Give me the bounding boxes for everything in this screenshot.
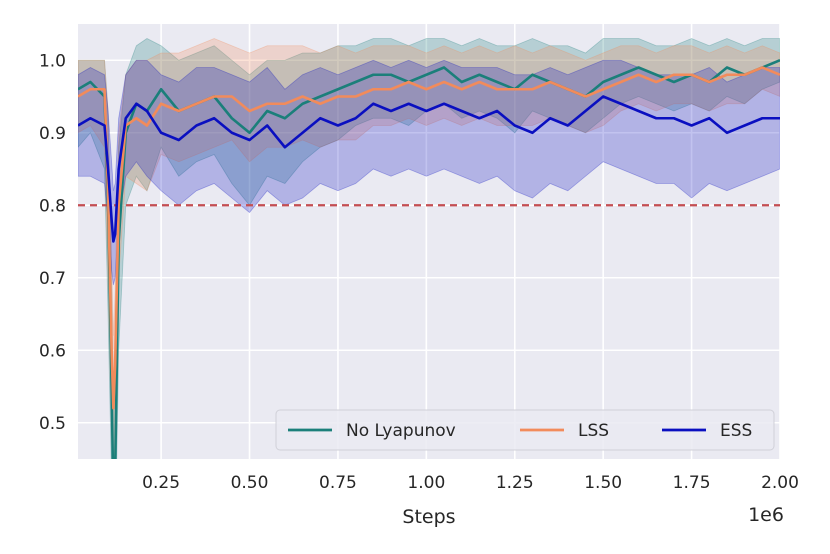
legend-item-lss: LSS — [520, 421, 609, 441]
x-axis-label: Steps — [402, 506, 455, 528]
line-ess — [78, 95, 780, 243]
y-tick-label: 1.0 — [39, 51, 66, 71]
y-tick-label: 0.6 — [39, 341, 66, 361]
y-tick-label: 0.9 — [39, 124, 66, 144]
x-tick-label: 0.50 — [231, 473, 269, 493]
plot-background — [78, 24, 780, 459]
y-tick-label: 0.5 — [39, 414, 66, 434]
band-ess — [78, 59, 780, 286]
line-no-lyapunov — [78, 59, 780, 459]
legend-item-no-lyapunov: No Lyapunov — [288, 421, 456, 441]
x-tick-label: 1.00 — [407, 473, 445, 493]
y-tick-label: 0.8 — [39, 196, 66, 216]
band-lss — [78, 38, 780, 459]
x-tick-label: 0.75 — [319, 473, 357, 493]
x-tick-labels: 0.25 0.50 0.75 1.00 1.25 1.50 1.75 2.00 — [142, 473, 799, 493]
line-lss — [78, 66, 780, 410]
legend: No Lyapunov LSS ESS — [275, 409, 775, 451]
x-tick-label: 0.25 — [142, 473, 180, 493]
x-tick-label: 1.50 — [584, 473, 622, 493]
legend-label: No Lyapunov — [346, 421, 456, 441]
legend-item-ess: ESS — [662, 421, 752, 441]
band-no-lyapunov — [78, 38, 780, 459]
confidence-bands — [78, 38, 780, 459]
series-lines — [78, 59, 780, 459]
y-tick-labels: 0.5 0.6 0.7 0.8 0.9 1.0 — [39, 51, 66, 434]
x-axis-scale-label: 1e6 — [748, 504, 784, 526]
x-tick-label: 1.75 — [673, 473, 711, 493]
y-tick-label: 0.7 — [39, 269, 66, 289]
x-tick-label: 2.00 — [761, 473, 799, 493]
legend-label: ESS — [720, 421, 752, 441]
legend-label: LSS — [578, 421, 609, 441]
x-tick-label: 1.25 — [496, 473, 534, 493]
